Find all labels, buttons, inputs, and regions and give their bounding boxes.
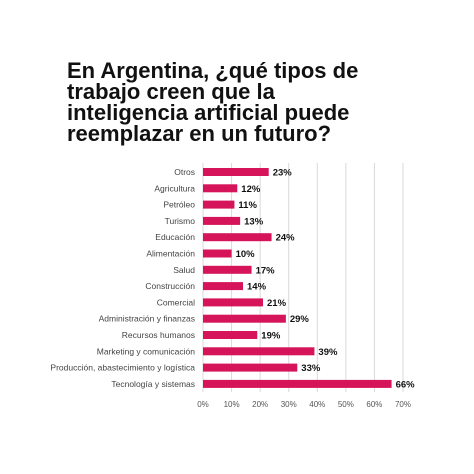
x-tick-label: 70% (395, 400, 411, 409)
x-tick-label: 20% (252, 400, 268, 409)
bar (203, 168, 269, 176)
value-label: 19% (261, 331, 281, 342)
value-label: 23% (273, 168, 293, 179)
value-label: 24% (276, 233, 296, 244)
x-tick-label: 10% (224, 400, 240, 409)
x-tick-label: 40% (309, 400, 325, 409)
bar (203, 184, 238, 193)
bar (203, 200, 235, 209)
category-label: Construcción (145, 281, 195, 291)
bar (203, 314, 286, 323)
value-label: 10% (236, 249, 256, 260)
value-label: 13% (244, 216, 264, 227)
x-tick-label: 50% (338, 400, 354, 409)
bar (203, 363, 298, 372)
value-label: 17% (256, 265, 276, 276)
bar (203, 331, 258, 339)
category-label: Salud (173, 265, 195, 275)
value-label: 21% (267, 298, 287, 309)
x-tick-label: 30% (281, 400, 297, 409)
bar (203, 379, 392, 388)
value-label: 14% (247, 282, 267, 293)
bar (203, 298, 263, 307)
bar (203, 347, 315, 356)
value-label: 12% (241, 184, 261, 195)
category-label: Educación (155, 232, 195, 242)
value-label: 33% (301, 363, 321, 374)
category-label: Comercial (157, 297, 195, 307)
category-label: Producción, abastecimiento y logística (50, 363, 195, 373)
value-label: 66% (396, 379, 416, 390)
value-label: 39% (318, 347, 338, 358)
bar (203, 216, 241, 225)
category-label: Agricultura (154, 183, 195, 193)
x-tick-label: 60% (366, 400, 382, 409)
category-label: Administración y finanzas (99, 314, 195, 324)
value-label: 11% (238, 200, 257, 211)
bar (203, 249, 232, 258)
chart-title: En Argentina, ¿qué tipos de trabajo cree… (67, 58, 359, 146)
category-label: Petróleo (163, 200, 195, 210)
bar (203, 233, 272, 242)
category-label: Alimentación (146, 249, 195, 259)
category-label: Recursos humanos (122, 330, 195, 340)
value-label: 29% (290, 314, 310, 325)
bar (203, 265, 252, 274)
category-label: Tecnología y sistemas (111, 379, 195, 389)
category-label: Turismo (165, 216, 196, 226)
x-tick-label: 0% (197, 400, 209, 409)
category-label: Otros (174, 167, 195, 177)
bar (203, 282, 243, 291)
category-label: Marketing y comunicación (97, 346, 196, 356)
